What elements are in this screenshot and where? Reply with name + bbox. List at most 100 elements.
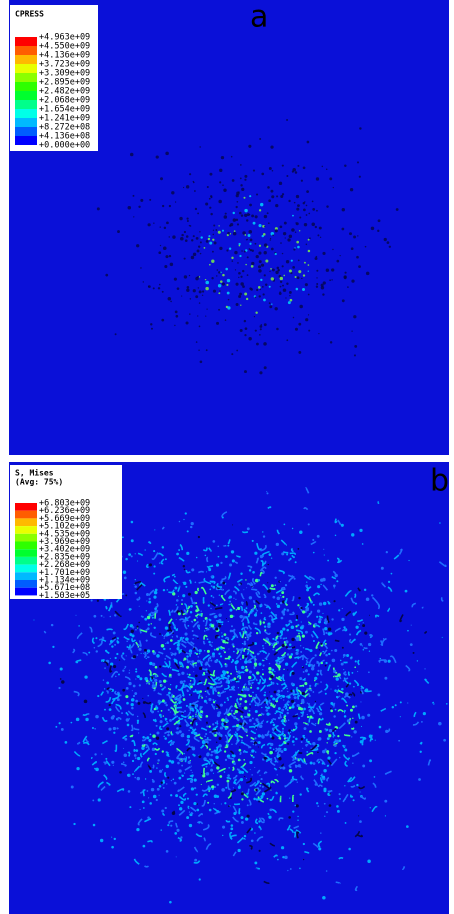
speckle — [261, 707, 262, 708]
speckle — [185, 637, 189, 641]
speckle — [151, 710, 154, 713]
speckle — [309, 613, 311, 615]
speckle — [183, 680, 185, 682]
speckle — [138, 732, 139, 733]
speckle — [176, 731, 179, 734]
speckle — [121, 712, 123, 714]
speckle — [253, 169, 255, 171]
speckle — [345, 692, 349, 696]
speckle — [316, 256, 318, 258]
speckle — [247, 527, 250, 530]
speckle — [113, 765, 114, 766]
speckle — [218, 231, 221, 234]
speckle — [218, 292, 220, 294]
speckle — [243, 751, 245, 753]
speckle — [333, 736, 334, 737]
speckle — [164, 658, 166, 660]
speckle — [224, 802, 226, 804]
speckle — [173, 779, 175, 781]
speckle — [336, 677, 339, 680]
speckle — [206, 349, 208, 351]
speckle — [138, 622, 140, 624]
speckle — [211, 645, 213, 647]
speckle — [296, 288, 299, 291]
speckle — [295, 222, 296, 223]
speckle — [250, 239, 253, 242]
speckle — [251, 214, 254, 217]
speckle — [297, 816, 298, 817]
speckle — [225, 555, 228, 558]
speckle — [250, 769, 251, 770]
speckle — [371, 594, 373, 596]
speckle — [221, 632, 222, 633]
speckle — [336, 260, 339, 263]
speckle — [246, 815, 249, 818]
speckle — [206, 671, 208, 673]
speckle — [154, 708, 156, 710]
speckle — [104, 709, 106, 711]
speckle — [246, 778, 247, 779]
speckle — [117, 230, 120, 233]
speckle — [196, 237, 199, 240]
speckle — [330, 710, 333, 713]
speckle — [196, 341, 198, 343]
speckle — [384, 238, 387, 241]
speckle — [369, 759, 372, 762]
speckle — [176, 856, 177, 857]
speckle — [48, 662, 51, 665]
speckle — [142, 740, 144, 742]
speckle — [255, 243, 257, 245]
speckle — [127, 724, 130, 727]
speckle — [239, 746, 240, 747]
speckle — [255, 751, 256, 752]
speckle — [346, 705, 348, 707]
speckle — [275, 705, 276, 706]
speckle — [309, 649, 312, 652]
speckle — [171, 743, 173, 745]
speckle — [320, 643, 322, 645]
speckle — [146, 593, 149, 596]
legend-title: S, Mises — [15, 468, 54, 478]
speckle — [236, 283, 239, 286]
speckle — [129, 806, 131, 808]
speckle — [193, 680, 195, 682]
speckle — [165, 626, 168, 629]
speckle — [132, 760, 134, 762]
speckle — [182, 775, 184, 777]
speckle — [178, 777, 181, 780]
speckle — [292, 266, 295, 269]
speckle — [270, 675, 273, 678]
speckle — [260, 203, 263, 206]
speckle — [290, 732, 291, 733]
speckle — [299, 677, 302, 680]
speckle — [262, 286, 264, 288]
speckle — [167, 589, 168, 590]
speckle — [270, 239, 271, 240]
speckle — [177, 750, 178, 751]
speckle — [309, 695, 311, 697]
speckle — [182, 594, 185, 597]
speckle — [212, 788, 214, 790]
speckle — [308, 707, 314, 708]
speckle — [275, 792, 277, 794]
speckle — [367, 860, 371, 864]
speckle — [153, 596, 156, 599]
speckle — [269, 809, 272, 812]
speckle — [154, 679, 157, 682]
speckle — [347, 286, 349, 288]
speckle — [205, 691, 206, 692]
speckle — [284, 222, 287, 225]
speckle — [357, 671, 358, 672]
speckle — [281, 647, 282, 648]
speckle — [165, 807, 167, 809]
speckle — [355, 626, 358, 629]
speckle — [243, 686, 245, 688]
speckle — [165, 558, 167, 560]
speckle — [246, 298, 248, 300]
speckle — [215, 615, 217, 617]
speckle — [189, 716, 192, 719]
speckle — [360, 791, 361, 792]
speckle — [168, 692, 171, 695]
speckle — [159, 795, 160, 796]
speckle — [208, 698, 211, 701]
